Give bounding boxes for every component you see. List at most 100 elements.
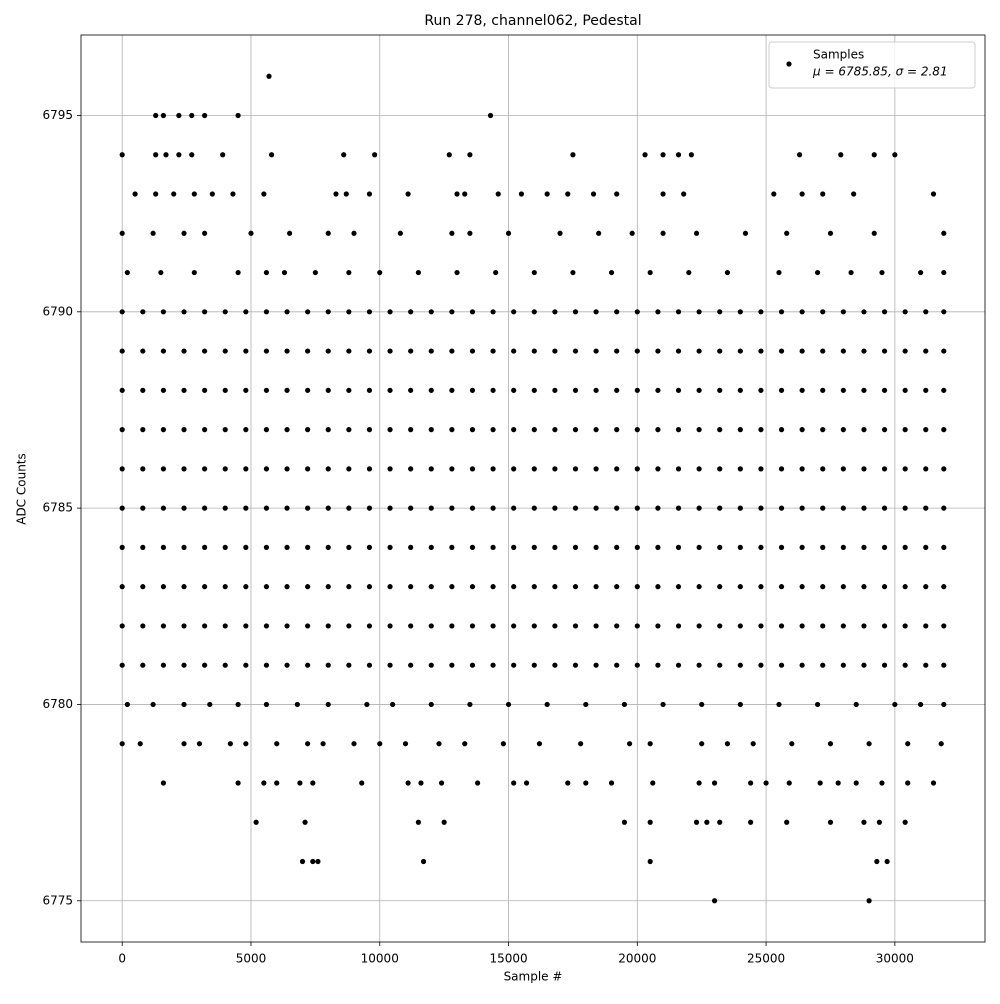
- point: [377, 741, 383, 747]
- point: [181, 387, 187, 393]
- point: [305, 427, 311, 433]
- point: [312, 269, 318, 276]
- point: [614, 544, 620, 550]
- point: [758, 662, 764, 668]
- chart-title: Run 278, channel062, Pedestal: [424, 13, 641, 29]
- y-axis-label: ADC Counts: [15, 453, 29, 525]
- point: [593, 309, 599, 315]
- point: [284, 348, 290, 354]
- point: [189, 152, 195, 158]
- point: [454, 191, 460, 197]
- point: [717, 505, 723, 511]
- point: [902, 348, 908, 354]
- point: [449, 623, 455, 629]
- point: [840, 544, 846, 550]
- point: [387, 387, 393, 393]
- point: [511, 623, 517, 629]
- point: [202, 623, 208, 629]
- point: [346, 348, 352, 354]
- point: [449, 230, 455, 236]
- point: [351, 230, 357, 236]
- point: [655, 584, 661, 590]
- point: [243, 348, 249, 354]
- point: [696, 780, 702, 786]
- point: [469, 662, 476, 668]
- point: [614, 662, 620, 668]
- point: [284, 584, 290, 590]
- point: [660, 152, 666, 158]
- point: [428, 701, 434, 708]
- point: [490, 584, 496, 590]
- point: [905, 780, 911, 786]
- point: [614, 387, 620, 393]
- point: [325, 466, 331, 472]
- point: [181, 701, 187, 708]
- point: [325, 309, 331, 315]
- legend: Samples μ = 6785.85, σ = 2.81: [768, 41, 976, 89]
- x-tick-label: 25000: [747, 952, 785, 966]
- point: [449, 427, 455, 433]
- point: [820, 623, 826, 629]
- point: [263, 466, 270, 472]
- point: [879, 780, 885, 786]
- point: [202, 348, 208, 354]
- point: [565, 191, 571, 197]
- point: [181, 662, 187, 668]
- point: [377, 269, 383, 276]
- point: [366, 623, 373, 629]
- point: [717, 348, 723, 354]
- point: [469, 387, 476, 393]
- x-axis-label: Sample #: [504, 970, 563, 984]
- point: [462, 191, 468, 197]
- point: [222, 544, 228, 550]
- point: [941, 427, 947, 433]
- point: [310, 858, 316, 865]
- point: [675, 662, 682, 668]
- point: [511, 348, 517, 354]
- point: [408, 387, 414, 393]
- point: [923, 466, 929, 472]
- point: [572, 466, 579, 472]
- point: [902, 466, 908, 472]
- point: [614, 427, 620, 433]
- point: [343, 191, 349, 197]
- point: [222, 466, 228, 472]
- point: [511, 387, 517, 393]
- point: [655, 387, 661, 393]
- point: [799, 427, 805, 433]
- point: [366, 348, 373, 354]
- point: [150, 701, 156, 708]
- point: [261, 191, 267, 197]
- point: [305, 309, 311, 315]
- point: [838, 152, 844, 158]
- point: [263, 662, 270, 668]
- plot-frame: [80, 34, 986, 943]
- point: [160, 309, 167, 315]
- point: [796, 152, 803, 158]
- point: [428, 309, 434, 315]
- point: [287, 230, 293, 236]
- point: [222, 427, 228, 433]
- point: [593, 584, 599, 590]
- point: [402, 741, 409, 747]
- point: [511, 505, 517, 511]
- point: [181, 505, 187, 511]
- point: [449, 505, 455, 511]
- point: [428, 623, 434, 629]
- point: [660, 230, 666, 236]
- point: [119, 387, 125, 393]
- point: [655, 309, 661, 315]
- point: [621, 701, 628, 708]
- point: [490, 427, 496, 433]
- point: [366, 662, 373, 668]
- point: [634, 309, 640, 315]
- point: [784, 230, 790, 236]
- point: [428, 544, 434, 550]
- point: [874, 858, 880, 865]
- point: [621, 819, 628, 825]
- point: [284, 427, 290, 433]
- x-tick-label: 10000: [361, 952, 399, 966]
- point: [387, 623, 393, 629]
- point: [681, 191, 687, 197]
- point: [449, 387, 455, 393]
